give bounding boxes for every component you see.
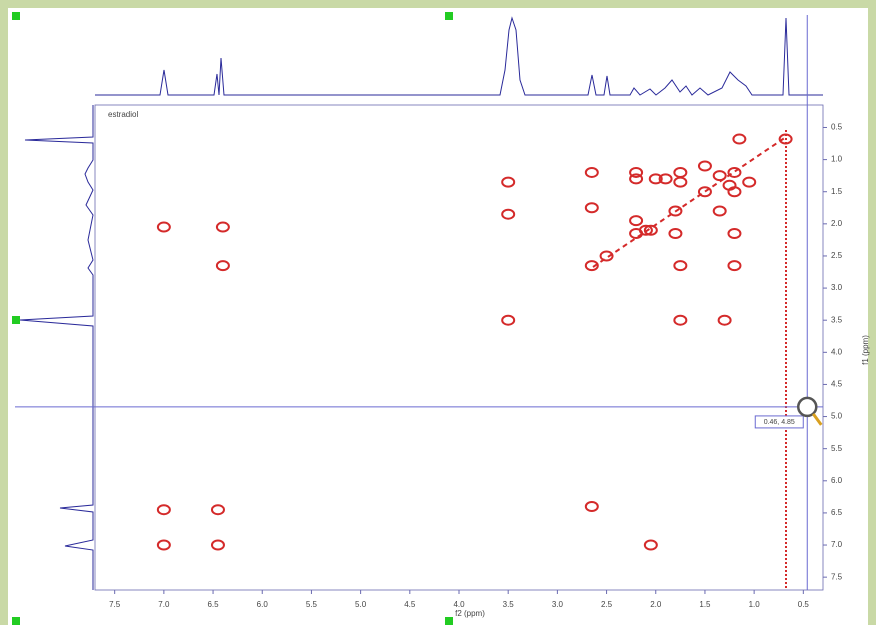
x-tick-label: 7.0 — [158, 600, 170, 609]
y-tick-label: 1.5 — [831, 187, 843, 196]
x-tick-label: 1.0 — [749, 600, 761, 609]
handle[interactable] — [12, 316, 20, 324]
panel — [8, 8, 868, 625]
y-tick-label: 3.5 — [831, 315, 843, 324]
y-tick-label: 3.0 — [831, 283, 843, 292]
x-tick-label: 4.0 — [453, 600, 465, 609]
y-tick-label: 0.5 — [831, 123, 843, 132]
y-tick-label: 2.0 — [831, 219, 843, 228]
x-tick-label: 2.5 — [601, 600, 613, 609]
y-axis-title: f1 (ppm) — [861, 335, 870, 365]
x-tick-label: 6.5 — [207, 600, 219, 609]
x-tick-label: 3.5 — [503, 600, 515, 609]
y-tick-label: 6.0 — [831, 476, 843, 485]
y-tick-label: 7.0 — [831, 540, 843, 549]
y-tick-label: 7.5 — [831, 572, 843, 581]
x-tick-label: 7.5 — [109, 600, 121, 609]
zoom-tool — [798, 398, 816, 416]
x-tick-label: 6.0 — [257, 600, 269, 609]
handle[interactable] — [12, 12, 20, 20]
y-tick-label: 1.0 — [831, 155, 843, 164]
handle[interactable] — [445, 617, 453, 625]
x-tick-label: 5.5 — [306, 600, 318, 609]
y-tick-label: 2.5 — [831, 251, 843, 260]
x-tick-label: 5.0 — [355, 600, 367, 609]
y-tick-label: 4.0 — [831, 347, 843, 356]
handle[interactable] — [445, 12, 453, 20]
chart-title: estradiol — [108, 110, 138, 119]
x-tick-label: 1.5 — [699, 600, 711, 609]
x-tick-label: 0.5 — [798, 600, 810, 609]
x-tick-label: 3.0 — [552, 600, 564, 609]
y-tick-label: 5.5 — [831, 444, 843, 453]
handle[interactable] — [12, 617, 20, 625]
page: estradiol f2 (ppm) f1 (ppm) 7.5 7.0 6.5 6.0… — [0, 0, 876, 625]
x-axis-title: f2 (ppm) — [455, 609, 485, 618]
cursor-label: 0.46, 4.85 — [764, 419, 795, 426]
y-tick-label: 5.0 — [831, 412, 843, 421]
chart: estradiol f2 (ppm) f1 (ppm) 7.5 7.0 6.5 6.0… — [0, 0, 876, 625]
x-tick-label: 4.5 — [404, 600, 416, 609]
y-tick-label: 6.5 — [831, 508, 843, 517]
y-tick-label: 4.5 — [831, 380, 843, 389]
x-tick-label: 2.0 — [650, 600, 662, 609]
